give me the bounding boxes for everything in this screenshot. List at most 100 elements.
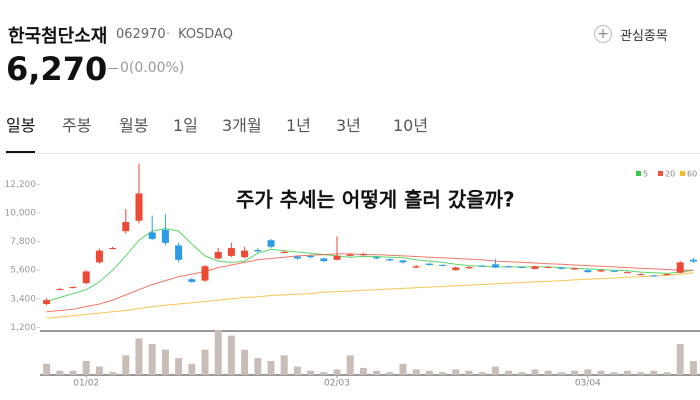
volume-bar [452, 369, 460, 375]
candle-body [227, 248, 235, 256]
volume-bar [399, 363, 407, 375]
stock-code: 062970 [116, 27, 166, 42]
legend-label: 60 [687, 170, 697, 179]
candle-body [69, 287, 77, 289]
period-tab[interactable]: 3년 [336, 116, 361, 135]
period-tab[interactable]: 1년 [286, 116, 311, 135]
volume-bar [135, 338, 143, 375]
candle-body [623, 272, 631, 274]
x-tick-label: 01/02 [73, 379, 99, 389]
period-tab[interactable]: 일봉 [6, 112, 36, 153]
candle-body [676, 262, 684, 273]
volume-bar [188, 363, 196, 375]
stock-name: 한국첨단소재 [8, 26, 108, 47]
volume-bar [610, 372, 618, 375]
period-tab[interactable]: 월봉 [119, 116, 149, 135]
y-tick-label: 1,200 [10, 323, 36, 333]
change: 0(0.00%) [120, 60, 185, 76]
volume-bar [544, 370, 552, 375]
volume-bar [43, 363, 51, 375]
volume-bar [439, 372, 447, 375]
candle-body [188, 279, 196, 282]
volume-bar [637, 372, 645, 375]
candle-body [241, 250, 249, 258]
period-tab[interactable]: 3개월 [222, 116, 262, 135]
candle-body [280, 251, 288, 253]
volume-bar [175, 358, 183, 375]
candle-body [82, 271, 90, 284]
market: KOSDAQ [178, 27, 233, 42]
volume-bar [214, 330, 222, 375]
candle-body [531, 266, 539, 269]
legend-swatch [636, 171, 641, 176]
separator-dot: · [166, 27, 171, 42]
candle-body [637, 274, 645, 276]
volume-bar [56, 370, 64, 375]
volume-bar [505, 370, 513, 375]
volume-bar [82, 360, 90, 375]
y-tick-label: 7,800 [10, 237, 36, 247]
candle-body [412, 266, 420, 268]
volume-bar [676, 344, 684, 375]
candle-body [267, 240, 275, 247]
candle-body [689, 259, 697, 262]
legend-label: 20 [665, 170, 675, 179]
candle-body [254, 250, 262, 252]
plus-icon[interactable]: + [594, 25, 612, 43]
period-tab[interactable]: 1일 [173, 116, 198, 135]
volume-bar [307, 370, 315, 375]
volume-bar [623, 370, 631, 375]
watch-button[interactable]: 관심종목 [620, 29, 668, 44]
volume-bar [518, 372, 526, 375]
candle-body [386, 259, 394, 261]
volume-bar [597, 370, 605, 375]
volume-bar [227, 335, 235, 375]
volume-bar [373, 370, 381, 375]
y-tick-label: 5,600 [10, 266, 36, 276]
candle-body [478, 265, 486, 267]
candle-body [43, 300, 51, 304]
candle-body [584, 270, 592, 273]
candle-body [359, 253, 367, 256]
annotation-bg [232, 185, 614, 215]
volume-bar [584, 369, 592, 375]
period-tab[interactable]: 주봉 [62, 116, 92, 135]
divider [0, 153, 700, 154]
volume-bar [109, 372, 117, 375]
volume-bar [254, 358, 262, 375]
candle-body [333, 255, 341, 260]
candle-body [95, 250, 103, 263]
volume-bar [122, 355, 130, 375]
candle-body [505, 266, 513, 268]
volume-bar [689, 360, 697, 375]
ma-line [46, 227, 694, 302]
period-tab[interactable]: 10년 [393, 116, 429, 135]
volume-bar [293, 366, 301, 375]
flat-icon [108, 68, 118, 69]
y-tick-label: 12,200 [5, 180, 37, 190]
y-tick-label: 3,400 [10, 294, 36, 304]
candle-body [518, 266, 526, 268]
candle-body [109, 248, 117, 250]
volume-bar [161, 349, 169, 375]
volume-bar [267, 360, 275, 375]
candle-body [571, 268, 579, 270]
volume-bar [359, 367, 367, 375]
volume-bar [386, 372, 394, 375]
candle-body [544, 266, 552, 268]
candle-body [307, 255, 315, 258]
candle-body [491, 264, 499, 268]
candle-body [373, 257, 381, 259]
legend-swatch [680, 171, 685, 176]
volume-bar [333, 369, 341, 375]
ma-line [46, 272, 694, 319]
candle-body [56, 289, 64, 291]
candle-body [175, 245, 183, 260]
annotation: 주가 추세는 어떻게 흘러 갔을까? [236, 188, 515, 212]
volume-bar [241, 349, 249, 375]
candle-body [214, 251, 222, 259]
volume-bar [491, 366, 499, 375]
candle-body [148, 232, 156, 239]
candle-body [122, 222, 130, 232]
